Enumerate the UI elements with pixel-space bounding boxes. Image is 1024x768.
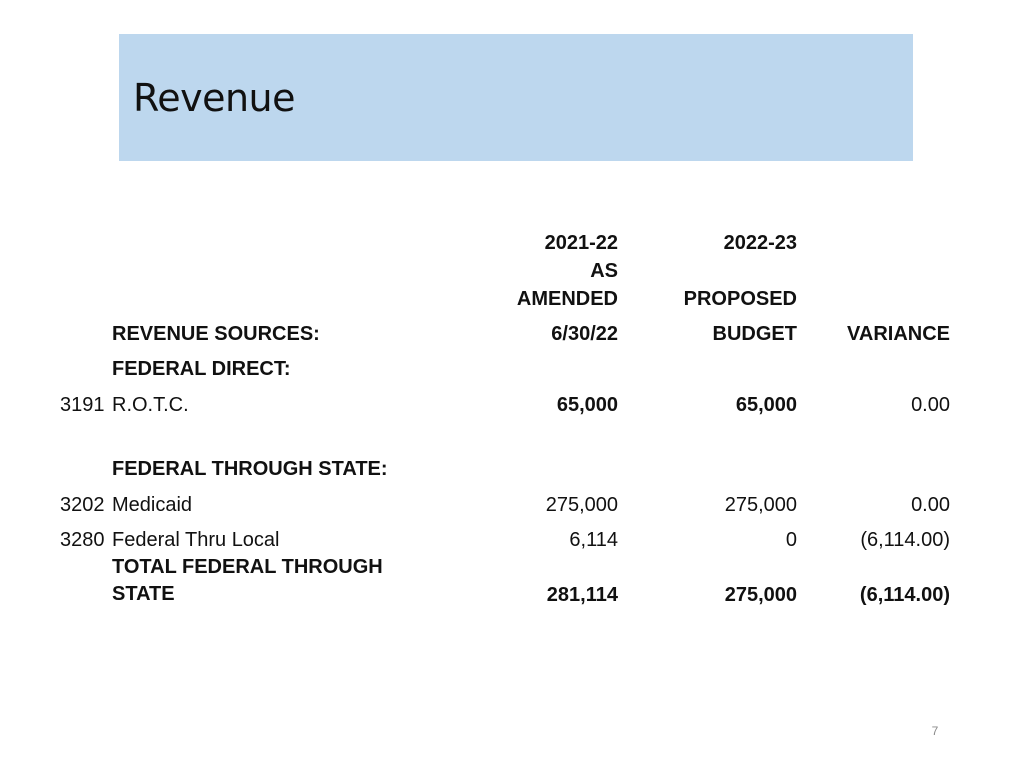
row-label: Federal Thru Local: [112, 529, 280, 551]
row-variance: 0.00: [911, 494, 950, 516]
title-banner: Revenue: [119, 34, 913, 161]
row-code: 3202: [60, 494, 105, 516]
page-number: 7: [931, 724, 939, 738]
row-proposed: 65,000: [735, 394, 797, 416]
row-amended: 6,114: [569, 529, 618, 551]
row-amended: 275,000: [545, 494, 618, 516]
header-date: 6/30/22: [551, 323, 618, 345]
section-heading-federal-through-state: FEDERAL THROUGH STATE:: [112, 458, 388, 480]
header-year-proposed: 2022-23: [723, 232, 797, 254]
row-variance: (6,114.00): [860, 529, 950, 551]
total-label-line2: STATE: [112, 583, 175, 605]
total-variance: (6,114.00): [859, 584, 950, 606]
total-proposed: 275,000: [724, 584, 797, 606]
row-proposed: 0: [785, 529, 797, 551]
row-label: R.O.T.C.: [112, 394, 189, 416]
slide-title: Revenue: [133, 76, 296, 120]
header-year-amended: 2021-22: [544, 232, 618, 254]
row-amended: 65,000: [556, 394, 618, 416]
header-variance: VARIANCE: [847, 323, 950, 345]
total-amended: 281,114: [546, 584, 618, 606]
header-as: AS: [590, 260, 618, 282]
header-proposed: PROPOSED: [683, 288, 797, 310]
row-code: 3191: [60, 394, 105, 416]
row-code: 3280: [60, 529, 105, 551]
header-amended: AMENDED: [516, 288, 618, 310]
row-label: Medicaid: [112, 494, 193, 516]
row-proposed: 275,000: [724, 494, 797, 516]
section-heading-federal-direct: FEDERAL DIRECT:: [112, 358, 291, 380]
total-label-line1: TOTAL FEDERAL THROUGH: [112, 556, 383, 578]
header-budget: BUDGET: [712, 323, 797, 345]
row-variance: 0.00: [911, 394, 950, 416]
header-revenue-sources: REVENUE SOURCES:: [112, 323, 320, 345]
